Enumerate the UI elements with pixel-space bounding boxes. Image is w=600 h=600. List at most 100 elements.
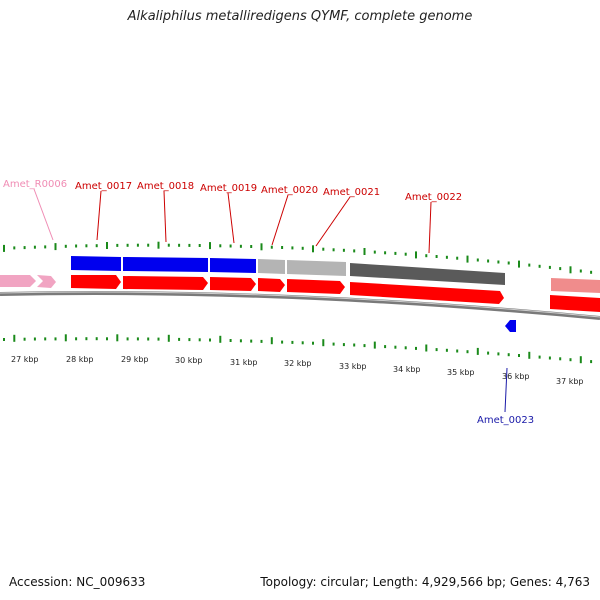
tick-mark [332, 342, 335, 346]
tick-mark [518, 354, 520, 357]
tick-mark [312, 245, 314, 253]
tick-mark [590, 360, 593, 364]
tick-mark [487, 259, 490, 263]
tick-mark [415, 251, 417, 259]
tick-mark [528, 263, 531, 267]
tick-mark [415, 346, 417, 350]
tick-mark [404, 252, 407, 256]
kbp-tick-label: 35 kbp [447, 368, 475, 377]
tick-mark [44, 337, 47, 341]
tick-mark [518, 260, 520, 268]
pink-feature-right[interactable] [551, 278, 600, 293]
tick-mark [384, 251, 387, 255]
tick-mark [3, 338, 5, 341]
kbp-tick-label: 28 kbp [66, 355, 94, 364]
kbp-tick-label: 32 kbp [284, 359, 312, 368]
tick-mark [342, 343, 345, 347]
tick-mark [425, 344, 428, 352]
accession-label: Accession: [9, 575, 73, 589]
tick-mark [342, 248, 345, 252]
gene-arrow-0019[interactable] [210, 277, 256, 291]
tick-mark [260, 339, 263, 343]
tick-mark [23, 337, 26, 341]
tick-mark [136, 337, 139, 341]
tick-mark [219, 244, 222, 248]
tick-mark [167, 334, 170, 342]
pink-small-feature[interactable] [37, 275, 56, 288]
tick-mark [476, 258, 479, 262]
tick-mark [281, 246, 284, 249]
dark-grey-feature[interactable] [350, 263, 505, 285]
upper-feature-track [0, 256, 600, 293]
grey-feature-2[interactable] [287, 260, 346, 276]
blue-feature-2[interactable] [123, 257, 208, 272]
tick-mark [559, 357, 562, 361]
gene-labels: Amet_R0006 Amet_0017 Amet_0018 Amet_0019… [3, 179, 534, 426]
tick-mark [373, 341, 376, 349]
tick-mark [291, 340, 294, 344]
tick-mark [54, 243, 57, 251]
gene-arrow-right[interactable] [550, 295, 600, 312]
tick-mark [85, 337, 88, 341]
tick-mark [33, 245, 36, 249]
tick-mark [75, 337, 78, 341]
gene-label[interactable]: Amet_0021 [323, 187, 380, 198]
tick-mark [466, 255, 469, 263]
tick-mark [13, 334, 16, 342]
tick-mark [167, 243, 170, 247]
genome-backbone-highlight [0, 291, 600, 318]
tick-mark [528, 351, 531, 359]
blue-feature-3[interactable] [210, 258, 256, 273]
gene-label[interactable]: Amet_0022 [405, 192, 462, 203]
gene-label[interactable]: Amet_0023 [477, 415, 534, 426]
tick-mark [126, 337, 129, 341]
tick-mark [270, 245, 273, 249]
kbp-tick-label: 37 kbp [556, 377, 584, 386]
tick-mark [487, 351, 490, 355]
gene-label[interactable]: Amet_R0006 [3, 179, 67, 190]
gene-arrow-0018[interactable] [123, 276, 208, 290]
kbp-tick-label: 29 kbp [121, 355, 149, 364]
tick-mark [198, 338, 201, 342]
tick-mark [425, 254, 428, 258]
tick-mark [209, 242, 211, 250]
kbp-tick-label: 31 kbp [230, 358, 258, 367]
gene-arrow-0021[interactable] [287, 279, 345, 294]
tick-mark [435, 348, 438, 352]
gene-arrow-0022[interactable] [350, 282, 504, 304]
tick-mark [281, 340, 284, 344]
tick-mark [178, 243, 181, 247]
tick-mark [106, 242, 108, 249]
tick-mark [64, 334, 67, 342]
gene-label[interactable]: Amet_0018 [137, 181, 194, 192]
grey-feature-1[interactable] [258, 259, 285, 274]
tick-mark [54, 337, 57, 341]
gene-arrow-0020[interactable] [258, 278, 285, 292]
gene-arrow-0017[interactable] [71, 275, 121, 289]
tick-mark [569, 358, 572, 362]
tick-mark [188, 338, 191, 342]
tick-mark [157, 337, 160, 341]
tick-mark [229, 339, 232, 342]
tick-mark [23, 246, 26, 250]
tick-mark [322, 247, 325, 251]
kbp-tick-label: 34 kbp [393, 365, 421, 374]
blue-feature-1[interactable] [71, 256, 121, 271]
tick-mark [497, 260, 500, 264]
lower-gene-track [71, 275, 600, 332]
gene-label[interactable]: Amet_0020 [261, 185, 318, 196]
tick-mark [3, 244, 5, 252]
tick-mark [229, 244, 232, 248]
gene-arrow-0023[interactable] [505, 320, 516, 332]
tick-mark [291, 246, 294, 250]
tick-mark [590, 270, 593, 274]
kbp-tick-label: 33 kbp [339, 362, 367, 371]
pink-feature[interactable] [0, 275, 36, 287]
tick-mark [219, 335, 222, 343]
gene-label[interactable]: Amet_0017 [75, 181, 132, 192]
tick-mark [456, 349, 459, 353]
gene-label[interactable]: Amet_0019 [200, 183, 257, 194]
tick-mark [198, 244, 201, 247]
tick-mark [394, 251, 397, 255]
tick-mark [363, 344, 366, 348]
